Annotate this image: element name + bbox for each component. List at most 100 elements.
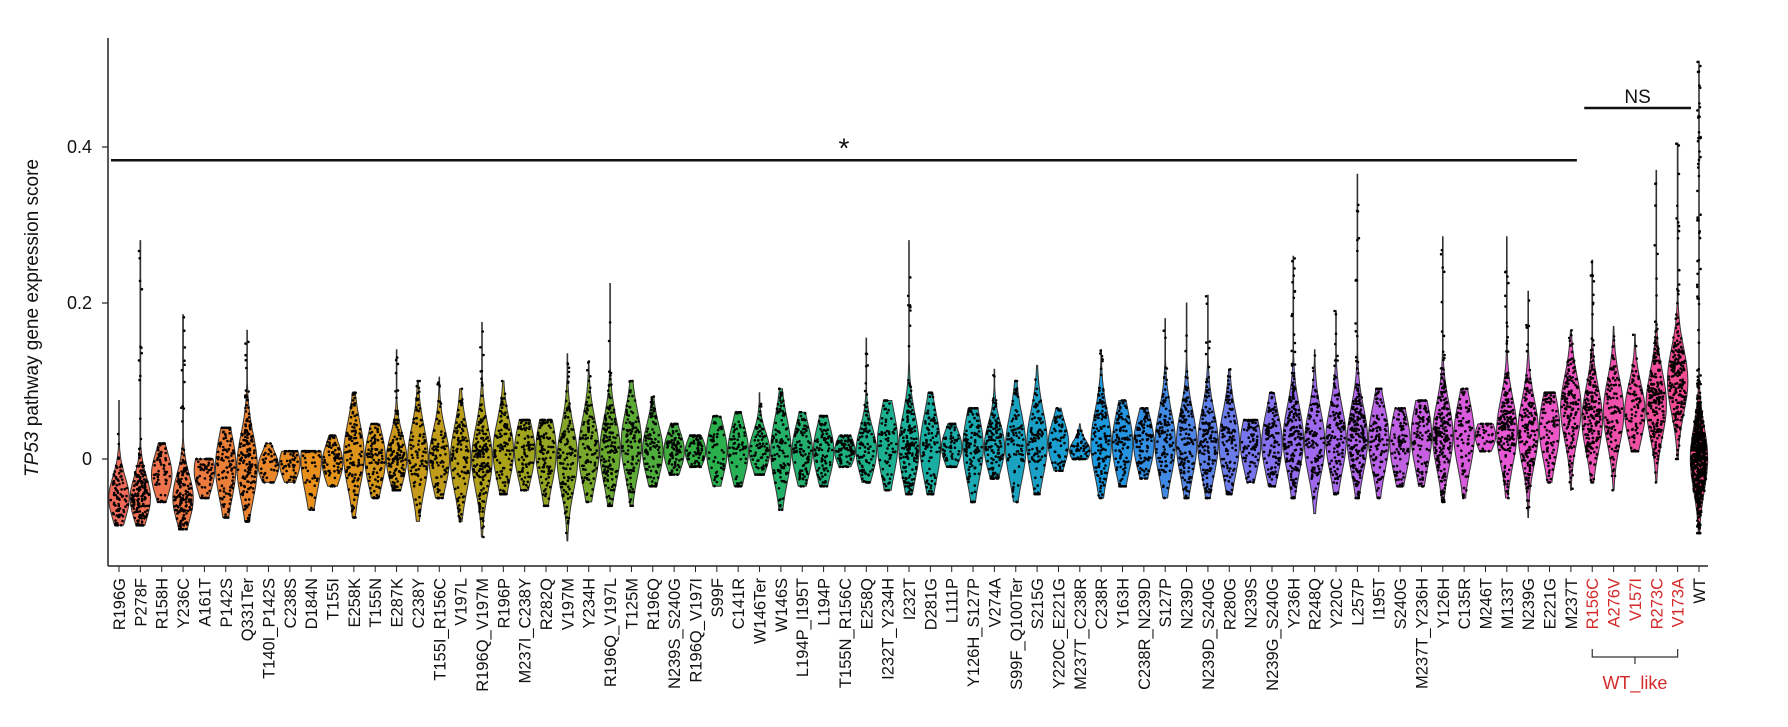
point-L111P: [957, 450, 961, 453]
point-P278F: [140, 517, 144, 520]
point-V197M: [568, 422, 572, 425]
point-V274A: [999, 442, 1002, 445]
point-N239S_S240G: [670, 463, 674, 466]
point-M237I_C238Y: [532, 443, 535, 447]
point-P278F: [144, 496, 147, 500]
point-E258K: [352, 461, 355, 464]
point-E258K: [353, 404, 356, 407]
point-Y163H: [1115, 468, 1118, 472]
point-S99F_Q100Ter: [1013, 469, 1016, 473]
point-R282Q: [544, 492, 548, 496]
point-R196Q_V197I: [693, 434, 697, 437]
point-Q331Ter: [254, 466, 258, 469]
point-V197L: [455, 431, 459, 435]
point-M237T_C238R: [1072, 453, 1075, 456]
point-R282Q: [551, 445, 555, 449]
point-R196Q: [649, 433, 652, 437]
point-T140I_P142S: [263, 444, 267, 448]
point-R196Q_V197L: [606, 412, 610, 415]
point-P278F: [135, 464, 139, 468]
point-C238R: [1104, 440, 1108, 444]
point-R196Q: [650, 396, 653, 399]
point-P142S: [229, 463, 233, 467]
point-T155I_R156C: [433, 429, 436, 432]
point-E287K: [389, 465, 393, 468]
point-E287K: [387, 458, 391, 461]
point-R158H: [157, 473, 160, 477]
point-T155N_R156C: [849, 445, 852, 449]
point-R196Q_V197M: [477, 452, 481, 456]
point-Y126H_S127P: [975, 425, 979, 429]
point-Q331Ter: [239, 481, 242, 485]
point-R196Q_V197L: [604, 414, 607, 417]
point-Y163H: [1118, 407, 1122, 410]
point-E287K: [400, 431, 403, 435]
point-Y163H: [1129, 434, 1132, 437]
point-T155N: [367, 448, 370, 452]
point-L194P: [826, 449, 830, 453]
point-C238R: [1099, 426, 1102, 429]
point-V274A: [991, 477, 995, 480]
point-T155I: [338, 457, 341, 461]
point-Y236C: [184, 501, 188, 504]
point-R196Q: [644, 462, 647, 466]
point-Q331Ter: [243, 469, 247, 472]
point-V274A: [993, 439, 997, 442]
point-T155N: [371, 483, 374, 487]
point-R196Q_V197M: [471, 458, 475, 462]
point-Y234H: [584, 433, 587, 437]
point-A161T: [198, 474, 202, 478]
point-R196P: [501, 481, 505, 484]
point-M237I_C238Y: [523, 448, 526, 451]
point-R196Q_V197M: [481, 507, 485, 510]
point-T140I_P142S: [271, 460, 274, 463]
point-R196Q: [646, 427, 649, 431]
point-Y234H: [591, 417, 595, 420]
point-E258K: [356, 485, 360, 488]
point-V274A: [987, 435, 991, 439]
point-V197L: [450, 459, 454, 462]
point-Y220C_E221G: [1055, 420, 1058, 424]
point-C238R_N239D: [1141, 438, 1144, 441]
point-S99F_Q100Ter: [1016, 484, 1020, 487]
point-V197L: [458, 496, 461, 499]
point-Q331Ter: [244, 342, 247, 345]
point-T155N_R156C: [841, 465, 845, 469]
point-Y236C: [180, 452, 184, 455]
point-P278F: [140, 520, 144, 523]
point-Y220C_E221G: [1062, 436, 1065, 439]
point-W146Ter: [760, 444, 764, 448]
point-T155I: [340, 467, 343, 471]
point-R196Q_V197M: [482, 439, 486, 442]
point-D184N: [317, 454, 321, 457]
point-W146S: [776, 452, 779, 456]
point-D281G: [927, 422, 931, 426]
point-D184N: [309, 508, 312, 512]
point-R196Q_V197L: [611, 441, 614, 444]
point-V197M: [570, 428, 573, 431]
point-Y234H: [586, 446, 590, 449]
point-D184N: [304, 461, 308, 464]
point-Y163H: [1121, 437, 1124, 440]
point-W146S: [776, 402, 780, 406]
point-C238S: [288, 449, 291, 453]
point-R282Q: [545, 484, 549, 487]
point-C238Y: [414, 406, 418, 409]
point-L194P_I195T: [798, 472, 802, 476]
point-R196Q_V197L: [610, 383, 613, 386]
point-M237I_C238Y: [523, 437, 527, 440]
point-P142S: [229, 486, 232, 489]
point-C238S: [279, 460, 283, 463]
point-Y234H: [590, 434, 594, 438]
point-L194P: [817, 448, 821, 452]
point-R196Q_V197M: [478, 497, 482, 501]
point-V274A: [990, 431, 994, 435]
point-D184N: [313, 449, 317, 453]
point-D281G: [936, 427, 939, 431]
point-M237I_C238Y: [528, 446, 531, 450]
point-N239S_S240G: [673, 438, 676, 442]
point-V197M: [568, 409, 572, 413]
point-M237I_C238Y: [525, 483, 528, 487]
point-L194P_I195T: [800, 417, 804, 421]
point-T125M: [631, 424, 634, 427]
